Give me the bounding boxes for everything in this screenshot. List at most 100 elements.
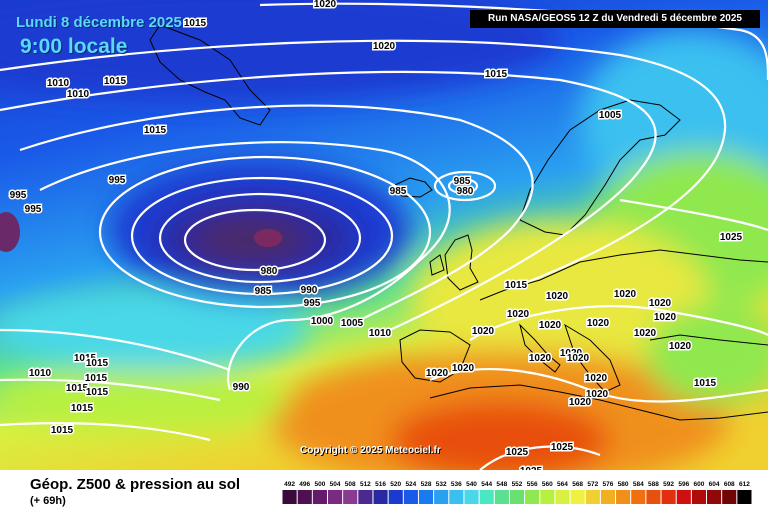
isobar-label: 995 [304, 298, 321, 309]
scale-swatch [358, 490, 373, 504]
scale-label: 552 [512, 481, 523, 488]
isobar-label: 1005 [599, 110, 622, 121]
scale-label: 520 [390, 481, 401, 488]
scale-label: 592 [663, 481, 674, 488]
isobar-label: 1020 [546, 291, 569, 302]
isobar-label: 1020 [373, 41, 396, 52]
geopotential-fields [0, 0, 768, 470]
isobar-label: 1020 [507, 309, 530, 320]
scale-swatch [494, 490, 509, 504]
coast-mainland-europe [479, 249, 768, 301]
scale-label: 608 [724, 481, 735, 488]
field-central-yellow [410, 220, 710, 380]
isobar-label: 1010 [369, 328, 392, 339]
isobar-atlantic-c [0, 422, 211, 442]
isobar-995 [98, 155, 432, 309]
isobar-label: 1020 [529, 353, 552, 364]
forecast-time: 9:00 locale [20, 35, 128, 58]
color-scale: 492 496 500 504 508 512 516 520 524 528 532 536 540 5… [282, 481, 752, 504]
isobar-label: 1020 [585, 373, 608, 384]
coast-iceland [394, 177, 433, 198]
isobar-label: 1020 [586, 389, 609, 400]
scale-swatch [312, 490, 327, 504]
isobar-europe-a [469, 305, 768, 341]
scale-swatch [479, 490, 494, 504]
scale-swatch [616, 490, 631, 504]
scale-label: 544 [481, 481, 492, 488]
scale-label: 556 [527, 481, 538, 488]
scale-swatch [646, 490, 661, 504]
isobar-label: 980 [457, 186, 474, 197]
scale-label: 528 [421, 481, 432, 488]
scale-swatch [297, 490, 312, 504]
scale-label: 560 [542, 481, 553, 488]
isobar-label: 985 [390, 186, 407, 197]
coastlines [149, 24, 768, 421]
isobar-label: 990 [233, 382, 250, 393]
coast-italy [519, 323, 561, 373]
isobar-label: 985 [454, 176, 471, 187]
run-info: Run NASA/GEOS5 12 Z du Vendredi 5 décemb… [470, 10, 760, 28]
isobar-label: 1010 [29, 368, 52, 379]
isobar-label: 1010 [47, 78, 70, 89]
isobar-label: 1015 [485, 69, 508, 80]
isobar-label: 1020 [649, 298, 672, 309]
scale-swatch [600, 490, 616, 504]
scale-swatch [509, 490, 525, 504]
scale-label: 564 [557, 481, 568, 488]
scale-swatch [570, 490, 585, 504]
scale-swatch [631, 490, 646, 504]
scale-label: 536 [451, 481, 462, 488]
coast-greenland [149, 24, 271, 126]
isobar-label: 1015 [104, 76, 127, 87]
scale-swatch [540, 490, 555, 504]
scale-swatch [737, 490, 752, 504]
isobar-label: 1020 [669, 341, 692, 352]
isobar-980 [183, 208, 327, 272]
isobar-label: 1015 [85, 373, 108, 384]
scale-label: 612 [739, 481, 750, 488]
scale-swatch [661, 490, 676, 504]
isobar-label: 1025 [720, 232, 743, 243]
scale-swatch [585, 490, 600, 504]
scale-label: 504 [330, 481, 341, 488]
scale-swatch [282, 490, 297, 504]
isobar-label: 1020 [452, 363, 475, 374]
scale-swatch [525, 490, 540, 504]
coast-iberia [399, 329, 471, 383]
scale-label: 508 [345, 481, 356, 488]
scale-label: 516 [375, 481, 386, 488]
field-atlantic-green [0, 370, 290, 430]
scale-label: 548 [496, 481, 507, 488]
isobar-label: 1020 [587, 318, 610, 329]
scale-label: 604 [709, 481, 720, 488]
scale-swatch [449, 490, 464, 504]
scale-label: 496 [299, 481, 310, 488]
forecast-date: Lundi 8 décembre 2025 [16, 14, 182, 31]
isobar-label: 1015 [74, 353, 97, 364]
isobar-label: 1015 [86, 358, 109, 369]
isobar-label: 1020 [539, 320, 562, 331]
field-atlantic-cyan [0, 290, 310, 370]
scale-label: 584 [633, 481, 644, 488]
isobar-label: 1005 [341, 318, 364, 329]
isobar-label: 1015 [694, 378, 717, 389]
scale-swatch [722, 490, 737, 504]
isobar-africa [479, 445, 601, 470]
isobar-985 [158, 192, 362, 284]
isobar-label: 1020 [654, 312, 677, 323]
isobar-label: 980 [261, 266, 278, 277]
scale-label: 600 [694, 481, 705, 488]
field-north-blue [0, 0, 560, 100]
isobar-label: 1020 [314, 0, 337, 10]
isobar-990 [130, 176, 394, 296]
scale-swatch [707, 490, 722, 504]
isobar-label: 1015 [505, 280, 528, 291]
scale-label: 532 [436, 481, 447, 488]
scale-swatch [555, 490, 570, 504]
scale-swatch [403, 490, 418, 504]
scale-swatch [464, 490, 479, 504]
isobar-1015 [0, 39, 727, 287]
isobar-small-low [433, 170, 497, 202]
